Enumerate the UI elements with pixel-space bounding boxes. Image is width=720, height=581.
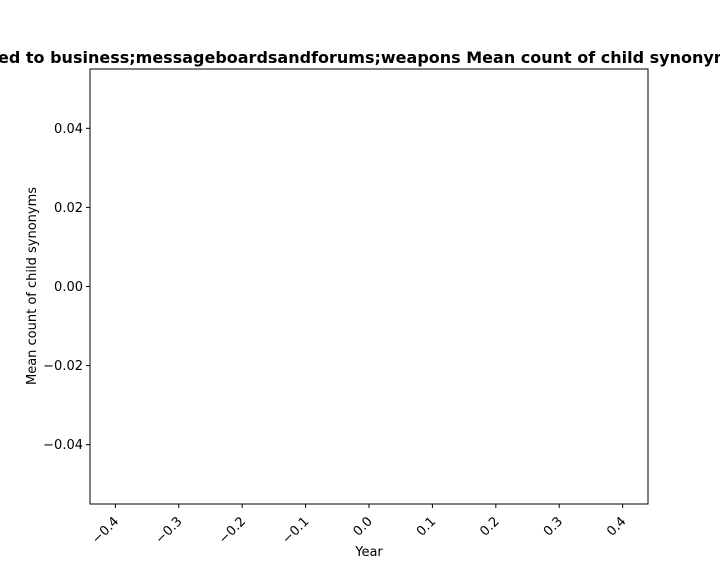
x-tick-label: 0.3 — [541, 514, 566, 539]
chart-title: ed to business;messageboardsandforums;we… — [0, 48, 720, 67]
x-tick-label: −0.4 — [89, 514, 122, 547]
y-axis-label: Mean count of child synonyms — [25, 187, 40, 385]
x-tick-label: 0.4 — [604, 514, 629, 539]
x-tick-label: 0.1 — [414, 514, 439, 539]
x-axis-ticks: −0.4 −0.3 −0.2 −0.1 0.0 0.1 0.2 0.3 0.4 — [89, 504, 629, 547]
x-tick-label: −0.1 — [279, 514, 312, 547]
y-tick-label: −0.02 — [43, 359, 83, 374]
x-axis-label: Year — [354, 545, 383, 560]
y-tick-label: 0.02 — [54, 201, 83, 216]
y-axis-ticks: 0.04 0.02 0.00 −0.02 −0.04 — [43, 122, 90, 453]
y-tick-label: −0.04 — [43, 438, 83, 453]
x-tick-label: 0.2 — [477, 514, 502, 539]
y-tick-label: 0.04 — [54, 122, 83, 137]
y-tick-label: 0.00 — [54, 280, 83, 295]
plot-area-frame — [89, 68, 649, 505]
x-tick-label: 0.0 — [351, 514, 376, 539]
x-tick-label: −0.2 — [216, 514, 249, 547]
x-tick-label: −0.3 — [153, 514, 186, 547]
